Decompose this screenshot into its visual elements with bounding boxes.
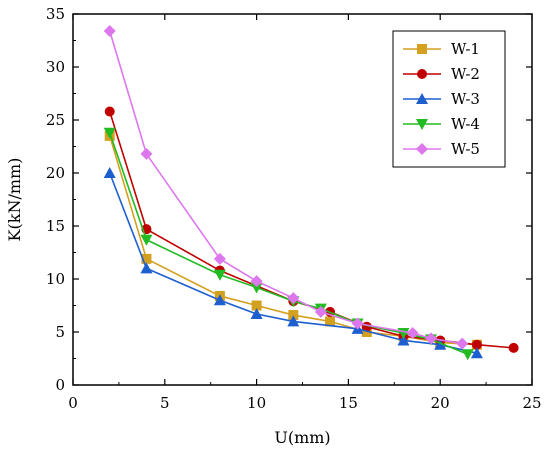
data-point [406, 327, 419, 340]
data-point [470, 347, 483, 359]
legend-label: W-3 [451, 90, 480, 108]
data-point [361, 327, 372, 337]
data-point [250, 275, 263, 288]
data-point [213, 294, 226, 306]
legend-marker [417, 44, 427, 54]
data-point [351, 317, 364, 330]
x-tick-label: 25 [522, 394, 541, 412]
legend-marker [416, 119, 428, 130]
data-point [325, 316, 336, 327]
legend-label: W-1 [451, 40, 480, 58]
y-tick-label: 0 [55, 376, 65, 394]
legend-entry: W-4 [403, 115, 480, 133]
y-tick-label: 20 [46, 164, 65, 182]
x-tick-label: 10 [247, 394, 266, 412]
data-point [434, 338, 447, 350]
data-point [140, 262, 153, 274]
data-point [471, 339, 482, 350]
legend-label: W-2 [451, 65, 480, 83]
legend-entry: W-2 [403, 65, 480, 83]
legend-marker [416, 93, 428, 104]
legend-entry: W-3 [403, 90, 480, 108]
data-point [141, 253, 152, 264]
x-tick-label: 15 [339, 394, 358, 412]
data-point [103, 127, 116, 139]
data-point [251, 300, 262, 311]
x-tick-label: 0 [68, 394, 78, 412]
data-point [288, 310, 299, 321]
x-axis-title: U(mm) [274, 428, 330, 447]
legend-marker [416, 143, 428, 155]
y-tick-label: 15 [46, 217, 65, 235]
x-tick-label: 5 [160, 394, 170, 412]
legend: W-1 W-2 W-3 W-4 W-5 [392, 30, 506, 168]
data-point [104, 106, 115, 117]
y-axis-title: K(kN/mm) [5, 158, 24, 242]
data-point [397, 334, 410, 346]
data-point [456, 337, 469, 350]
legend-entry: W-1 [403, 40, 480, 58]
y-tick-label: 35 [46, 5, 65, 23]
legend-entry: W-5 [403, 140, 480, 158]
data-point [287, 292, 300, 305]
y-tick-label: 30 [46, 58, 65, 76]
y-tick-label: 25 [46, 111, 65, 129]
legend-label: W-4 [451, 115, 480, 133]
series-w-5 [103, 24, 469, 350]
data-point [103, 24, 116, 37]
series-w-3 [103, 167, 483, 359]
data-point [140, 234, 153, 246]
plot-area [103, 24, 519, 361]
data-point [103, 167, 116, 178]
data-point [425, 332, 438, 345]
series-line [108, 30, 463, 345]
data-point [213, 269, 226, 281]
data-point [213, 252, 226, 265]
legend-marker [417, 69, 427, 79]
data-point [461, 349, 474, 361]
data-point [140, 147, 153, 160]
legend-label: W-5 [451, 140, 480, 158]
axes: 0 5 10 15 20 25 0 5 10 15 20 25 30 35 [46, 5, 542, 412]
y-tick-label: 5 [55, 323, 65, 341]
series-line [108, 135, 477, 346]
y-tick-label: 10 [46, 270, 65, 288]
data-point [287, 315, 300, 327]
x-tick-label: 20 [431, 394, 450, 412]
data-point [508, 342, 519, 353]
data-point [250, 307, 263, 319]
data-point [314, 305, 327, 318]
data-point [250, 282, 263, 294]
